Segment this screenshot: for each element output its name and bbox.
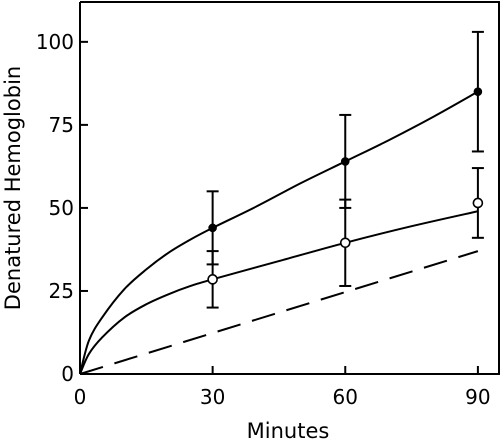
x-axis-title: Minutes [247, 419, 330, 443]
x-tick-label: 90 [465, 385, 490, 409]
data-point [208, 223, 217, 233]
series-group [79, 30, 484, 375]
series-3 [79, 250, 479, 375]
series-line [79, 210, 479, 375]
series-line [79, 90, 479, 375]
y-tick-label: 75 [49, 113, 74, 137]
y-tick-label: 0 [61, 362, 74, 386]
ticks: 0 30 60 90 0 25 50 75 100 [36, 30, 491, 409]
x-tick-label: 0 [74, 385, 87, 409]
y-axis-title: Denatured Hemoglobin [1, 66, 25, 310]
data-point [473, 87, 483, 96]
y-tick-label: 50 [49, 196, 74, 220]
series-1 [79, 30, 484, 375]
x-tick-label: 30 [200, 385, 225, 409]
data-point [339, 237, 351, 249]
y-tick-label: 100 [36, 30, 74, 54]
series-2 [79, 167, 484, 375]
data-point [340, 157, 350, 166]
series-line [79, 250, 479, 375]
x-tick-label: 60 [333, 385, 358, 409]
data-point [207, 274, 218, 285]
axes [79, 1, 500, 375]
y-tick-label: 25 [49, 279, 74, 303]
data-point [472, 197, 484, 209]
